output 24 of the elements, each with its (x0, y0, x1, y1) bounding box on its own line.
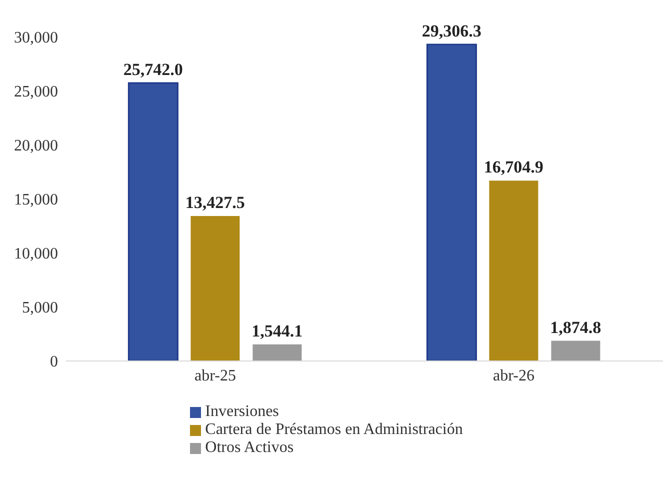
x-tick-label: abr-25 (194, 367, 236, 384)
bar (252, 344, 302, 361)
bar (128, 82, 178, 361)
y-tick-label: 5,000 (22, 300, 58, 317)
data-label: 29,306.3 (422, 21, 482, 40)
bar (551, 340, 600, 361)
legend-label: Cartera de Préstamos en Administración (205, 421, 463, 438)
bar (426, 44, 477, 361)
y-tick-label: 25,000 (14, 84, 58, 101)
data-label: 25,742.0 (123, 60, 183, 79)
y-tick-label: 20,000 (14, 138, 58, 155)
data-label: 1,544.1 (252, 321, 303, 340)
legend-label: Inversiones (205, 403, 279, 420)
bar (190, 216, 240, 361)
data-label: 16,704.9 (484, 158, 544, 177)
x-tick-label: abr-26 (493, 367, 534, 384)
y-tick-label: 10,000 (14, 246, 58, 263)
legend-label: Otros Activos (205, 439, 294, 456)
y-tick-label: 15,000 (14, 192, 58, 209)
y-tick-label: 0 (50, 354, 58, 371)
bar (489, 180, 538, 361)
data-label: 1,874.8 (550, 318, 602, 337)
data-label: 13,427.5 (185, 192, 245, 212)
y-tick-label: 30,000 (14, 30, 58, 47)
